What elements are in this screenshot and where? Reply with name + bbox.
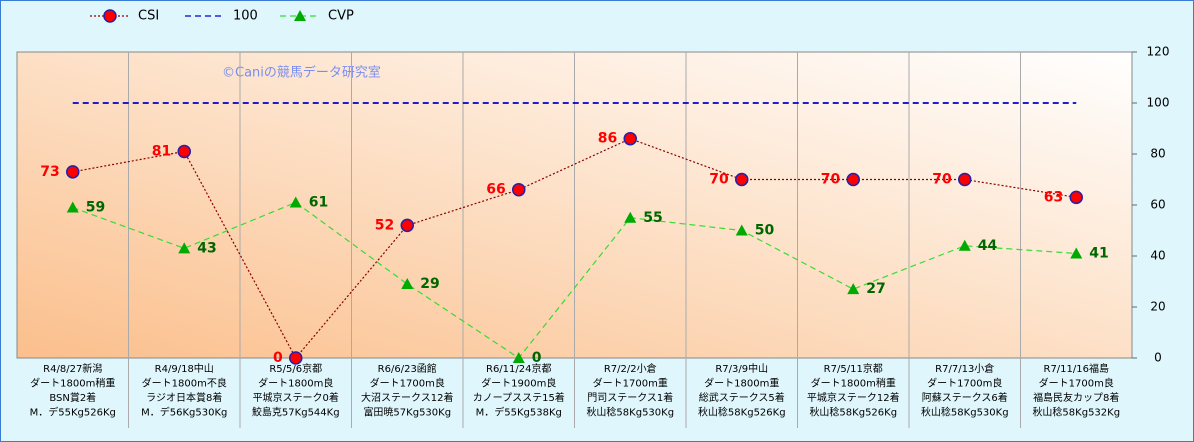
x-tick-label: R7/11/16福島 — [1044, 362, 1110, 375]
x-tick-label: ダート1800m稍重 — [30, 377, 115, 390]
x-tick-label: 総武ステークス5着 — [699, 391, 785, 404]
x-tick-label: R7/2/2小倉 — [604, 362, 657, 375]
x-tick-label: M．デ56Kg530Kg — [141, 406, 227, 419]
data-label: 41 — [1089, 245, 1108, 261]
legend-marker — [294, 10, 306, 21]
point — [1070, 247, 1083, 259]
x-tick-label: ダート1800m良 — [258, 377, 333, 390]
legend-label: CSI — [138, 9, 159, 24]
y-tick-label: 80 — [1150, 147, 1165, 161]
x-tick-label: 阿蘇ステークス6着 — [922, 391, 1008, 404]
legend-label: 100 — [233, 9, 258, 24]
x-tick-label: ダート1800m稍重 — [811, 377, 896, 390]
point — [401, 278, 414, 290]
x-tick-label: 平城京ステーク0着 — [253, 391, 339, 404]
y-tick-label: 0 — [1154, 351, 1162, 365]
data-label: 73 — [40, 164, 59, 180]
x-tick-label: 秋山稔58Kg532Kg — [1032, 406, 1120, 419]
legend-marker — [103, 9, 117, 23]
x-tick-label: 門司ステークス1着 — [587, 391, 673, 404]
data-label: 81 — [152, 143, 171, 159]
x-tick-label: 秋山稔58Kg530Kg — [586, 406, 674, 419]
x-tick-label: BSN賞2着 — [49, 391, 96, 404]
x-tick-label: M．デ55Kg538Kg — [476, 406, 562, 419]
data-label: 44 — [978, 238, 998, 254]
point — [512, 182, 526, 197]
x-tick-label: ダート1800m重 — [704, 377, 779, 390]
x-tick-label: 秋山稔58Kg526Kg — [698, 406, 786, 419]
x-tick-label: ダート1900m良 — [481, 377, 556, 390]
x-tick-label: R6/6/23函館 — [378, 362, 437, 375]
point — [1069, 190, 1083, 205]
data-label: 27 — [866, 281, 885, 297]
data-label: 0 — [273, 350, 283, 366]
data-label: 63 — [1044, 189, 1063, 205]
data-label: 52 — [375, 217, 394, 233]
point — [735, 172, 749, 187]
data-label: 50 — [755, 223, 775, 239]
x-tick-label: 秋山稔58Kg526Kg — [809, 406, 897, 419]
data-label: 0 — [532, 350, 542, 366]
x-tick-label: R6/11/24京都 — [486, 362, 552, 375]
point — [846, 172, 860, 187]
x-tick-label: 富田暁57Kg530Kg — [363, 406, 451, 419]
y-tick-label: 60 — [1150, 198, 1165, 212]
y-tick-label: 40 — [1150, 249, 1165, 263]
x-tick-label: R7/5/11京都 — [824, 362, 883, 375]
x-tick-label: 鮫島克57Kg544Kg — [252, 406, 340, 419]
data-label: 70 — [709, 172, 729, 188]
x-tick-label: R7/3/9中山 — [715, 362, 768, 375]
point — [66, 201, 79, 213]
point — [289, 196, 302, 208]
point — [289, 351, 303, 365]
watermark: ©Caniの競馬データ研究室 — [222, 65, 381, 81]
x-tick-label: M．デ55Kg526Kg — [30, 406, 116, 419]
point — [512, 352, 525, 363]
x-tick-label: 福島民友カップ8着 — [1033, 391, 1119, 404]
x-tick-label: R4/8/27新潟 — [43, 362, 102, 375]
data-label: 61 — [309, 194, 328, 210]
data-label: 66 — [486, 182, 505, 198]
point — [400, 218, 414, 233]
data-label: 55 — [643, 210, 662, 226]
data-label: 59 — [86, 200, 105, 216]
series-line — [72, 201, 1077, 359]
x-tick-label: 平城京ステーク12着 — [807, 391, 900, 404]
x-tick-label: R4/9/18中山 — [155, 362, 214, 375]
x-tick-label: 秋山稔58Kg530Kg — [921, 406, 1009, 419]
y-tick-label: 100 — [1147, 96, 1170, 110]
x-tick-label: R7/7/13小倉 — [935, 362, 994, 375]
point — [178, 242, 191, 254]
data-label: 86 — [598, 131, 617, 147]
x-tick-label: 大沼ステークス12着 — [361, 391, 453, 404]
point — [624, 211, 637, 223]
x-tick-label: R5/5/6京都 — [269, 362, 322, 375]
y-tick-label: 120 — [1147, 45, 1170, 59]
x-tick-label: ダート1700m重 — [593, 377, 668, 390]
legend-label: CVP — [328, 9, 354, 24]
x-tick-label: ダート1700m良 — [370, 377, 445, 390]
point — [735, 224, 748, 236]
point — [623, 131, 637, 146]
y-tick-label: 20 — [1150, 300, 1165, 314]
point — [958, 239, 971, 251]
data-label: 29 — [420, 276, 439, 292]
x-tick-label: ラジオ日本賞8着 — [146, 391, 222, 404]
point — [847, 283, 860, 295]
x-tick-label: ダート1700m良 — [927, 377, 1002, 390]
data-label: 70 — [821, 172, 841, 188]
data-label: 43 — [197, 240, 216, 256]
x-tick-label: ダート1700m良 — [1039, 377, 1114, 390]
point — [177, 144, 191, 159]
x-tick-label: ダート1800m不良 — [142, 377, 227, 390]
x-tick-label: カノープスステ15着 — [473, 391, 565, 404]
data-label: 70 — [932, 172, 952, 188]
point — [66, 165, 80, 179]
point — [958, 172, 972, 187]
